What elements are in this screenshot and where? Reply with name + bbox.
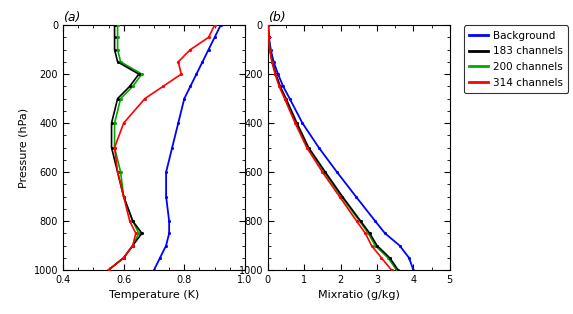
- X-axis label: Temperature (K): Temperature (K): [109, 290, 199, 300]
- Y-axis label: Pressure (hPa): Pressure (hPa): [18, 107, 28, 188]
- X-axis label: Mixratio (g/kg): Mixratio (g/kg): [318, 290, 400, 300]
- Text: (a): (a): [63, 11, 80, 24]
- Text: (b): (b): [268, 11, 285, 24]
- Legend: Background, 183 channels, 200 channels, 314 channels: Background, 183 channels, 200 channels, …: [464, 25, 568, 93]
